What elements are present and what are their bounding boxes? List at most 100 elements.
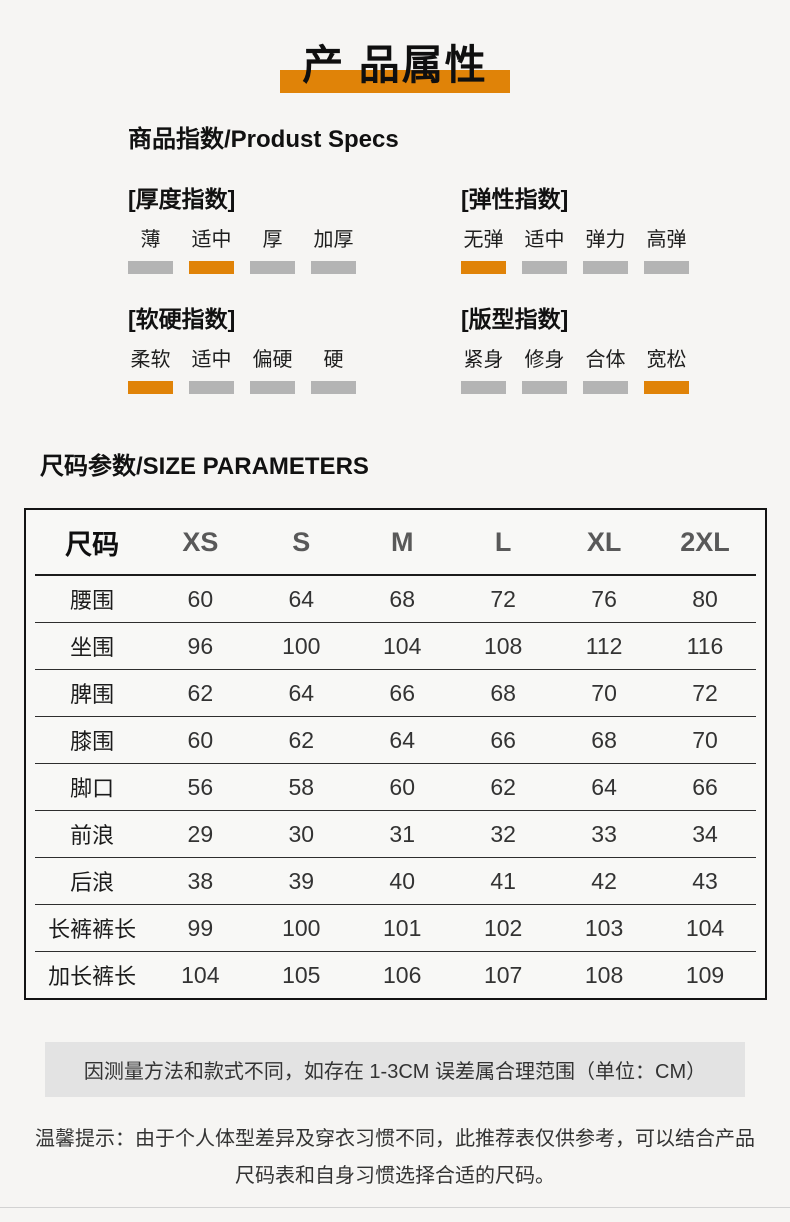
spec-group-title: [版型指数] xyxy=(461,306,569,333)
table-row: 脾围 62 64 66 68 70 72 xyxy=(34,670,756,718)
table-cell: 58 xyxy=(288,773,315,800)
table-cell: 76 xyxy=(591,585,617,612)
spec-level-bar xyxy=(522,381,567,395)
column-header: M xyxy=(390,526,414,557)
spec-option-label: 适中 xyxy=(191,229,232,252)
table-cell: 62 xyxy=(187,679,214,706)
spec-option-label: 适中 xyxy=(524,229,565,252)
reminder-tip-line: 尺码表和自身习惯选择合适的尺码。 xyxy=(235,1165,555,1188)
table-cell: 100 xyxy=(282,914,321,941)
spec-option: 厚 xyxy=(250,228,295,275)
spec-group-softness-index: [软硬指数] 柔软 适中 偏硬 硬 xyxy=(128,300,461,395)
spec-option-label: 修身 xyxy=(524,349,565,372)
spec-option: 无弹 xyxy=(461,228,506,275)
table-cell: 68 xyxy=(591,726,617,753)
row-label: 后浪 xyxy=(70,870,115,896)
table-cell: 38 xyxy=(187,867,214,894)
page-title-text: 产 品属性 xyxy=(302,42,488,88)
spec-option: 弹力 xyxy=(583,228,628,275)
spec-options: 薄 适中 厚 加厚 xyxy=(128,228,461,275)
column-header: XS xyxy=(182,526,219,557)
table-cell: 41 xyxy=(490,867,516,894)
table-cell: 109 xyxy=(685,961,725,988)
table-cell: 72 xyxy=(692,679,718,706)
spec-option: 适中 xyxy=(189,348,234,395)
table-cell: 105 xyxy=(282,961,321,988)
table-cell: 64 xyxy=(288,585,315,612)
table-row: 腰围 60 64 68 72 76 80 xyxy=(34,576,756,624)
table-cell: 56 xyxy=(187,773,214,800)
table-cell: 96 xyxy=(187,632,214,659)
spec-level-bar xyxy=(583,381,628,395)
table-row: 膝围 60 62 64 66 68 70 xyxy=(34,717,756,765)
table-row: 后浪 38 39 40 41 42 43 xyxy=(34,858,756,906)
spec-option: 紧身 xyxy=(461,348,506,395)
table-cell: 70 xyxy=(591,679,617,706)
column-header: XL xyxy=(586,526,622,557)
table-header-row: 尺码 XS S M L XL 2XL xyxy=(34,510,756,577)
size-parameters-heading: 尺码参数/SIZE PARAMETERS xyxy=(40,453,369,481)
spec-options: 无弹 适中 弹力 高弹 xyxy=(461,228,790,275)
table-row: 加长裤长 104 105 106 107 108 109 xyxy=(35,952,756,998)
table-cell: 108 xyxy=(584,961,624,988)
row-label: 坐围 xyxy=(70,635,115,661)
spec-option: 偏硬 xyxy=(250,348,295,395)
spec-level-bar xyxy=(189,381,234,395)
spec-option-label: 硬 xyxy=(323,349,344,372)
table-cell: 60 xyxy=(389,773,415,800)
table-cell: 39 xyxy=(288,867,315,894)
table-cell: 80 xyxy=(692,585,718,612)
table-cell: 106 xyxy=(383,961,422,988)
table-row: 前浪 29 30 31 32 33 34 xyxy=(34,811,756,859)
spec-option-label: 宽松 xyxy=(646,349,687,372)
spec-option-label: 适中 xyxy=(191,349,232,372)
spec-option: 硬 xyxy=(311,348,356,395)
table-cell: 103 xyxy=(584,914,624,941)
table-cell: 62 xyxy=(490,773,516,800)
spec-option-label: 弹力 xyxy=(585,229,626,252)
spec-option: 加厚 xyxy=(311,228,356,275)
table-cell: 42 xyxy=(591,867,617,894)
table-cell: 64 xyxy=(389,726,415,753)
spec-group-fit-index: [版型指数] 紧身 修身 合体 宽松 xyxy=(461,300,790,395)
table-cell: 100 xyxy=(282,632,321,659)
spec-option-label: 加厚 xyxy=(313,229,354,252)
table-cell: 108 xyxy=(483,632,523,659)
page-bottom-divider xyxy=(0,1207,790,1208)
table-cell: 68 xyxy=(490,679,516,706)
spec-option-label: 薄 xyxy=(140,229,161,252)
table-cell: 104 xyxy=(383,632,422,659)
row-label: 膝围 xyxy=(70,729,115,755)
table-cell: 29 xyxy=(187,820,214,847)
reminder-tip-line: 温馨提示：由于个人体型差异及穿衣习惯不同，此推荐表仅供参考，可以结合产品 xyxy=(35,1128,755,1151)
row-label: 长裤裤长 xyxy=(48,917,137,943)
product-specs-section: 商品指数/Produst Specs [厚度指数] 薄适中厚加厚 [弹性指数] 无弹适… xyxy=(128,119,790,395)
spec-option: 宽松 xyxy=(644,348,689,395)
row-label: 脾围 xyxy=(70,682,115,708)
spec-level-bar xyxy=(644,261,689,275)
spec-group-title: [软硬指数] xyxy=(128,306,236,333)
column-header: S xyxy=(292,526,311,557)
size-table: 尺码 XS S M L XL 2XL 腰围 60 64 68 72 76 80 坐围 96 100 104 108 1… xyxy=(23,508,767,1001)
spec-option-label: 厚 xyxy=(262,229,283,252)
table-cell: 112 xyxy=(585,632,623,659)
spec-level-bar xyxy=(583,261,628,275)
table-cell: 104 xyxy=(181,961,220,988)
table-cell: 66 xyxy=(389,679,415,706)
spec-level-bar-active xyxy=(461,261,506,275)
spec-option: 适中 xyxy=(522,228,567,275)
measurement-note-box: 因测量方法和款式不同，如存在 1-3CM 误差属合理范围（单位：CM） xyxy=(45,1042,745,1098)
table-cell: 66 xyxy=(692,773,718,800)
table-cell: 70 xyxy=(692,726,718,753)
spec-option: 薄 xyxy=(128,228,173,275)
spec-level-bar-active xyxy=(644,381,689,395)
spec-option: 柔软 xyxy=(128,348,173,395)
row-label: 腰围 xyxy=(70,588,115,614)
spec-group-title: [厚度指数] xyxy=(128,186,236,213)
table-cell: 66 xyxy=(490,726,516,753)
table-cell: 60 xyxy=(187,585,214,612)
table-cell: 34 xyxy=(692,820,718,847)
spec-options: 紧身 修身 合体 宽松 xyxy=(461,348,790,395)
spec-options: 柔软 适中 偏硬 硬 xyxy=(128,348,461,395)
spec-level-bar-active xyxy=(128,381,173,395)
